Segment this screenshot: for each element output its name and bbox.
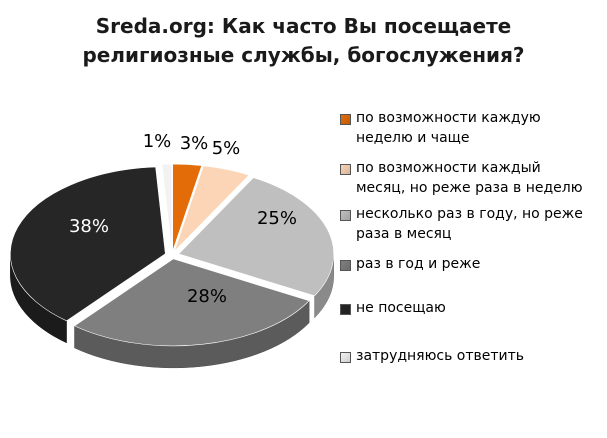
legend-swatch — [340, 352, 351, 363]
legend-label: раз в год и реже — [356, 254, 606, 274]
pie-slice-0 — [172, 163, 203, 252]
legend-swatch — [340, 210, 351, 221]
legend-label-line: по возможности каждую — [356, 110, 541, 126]
pie-slice-label-2: 25% — [257, 208, 297, 229]
pie-slice-4 — [10, 166, 166, 322]
pie-slice-5 — [161, 163, 173, 252]
pie-slice-label-5: 1% — [143, 131, 172, 152]
chart-title-line-2: религиозные службы, богослужения? — [82, 43, 525, 67]
chart-title: Sreda.org: Как часто Вы посещаете религи… — [0, 12, 607, 70]
legend-label-line: месяц, но реже раза в неделю — [356, 180, 583, 196]
legend-swatch — [340, 304, 351, 315]
legend-label: не посещаю — [356, 298, 606, 318]
legend-label-line: затрудняюсь ответить — [356, 348, 525, 364]
pie-slice-label-0: 3% — [180, 133, 209, 154]
legend-label-line: раза в месяц — [356, 226, 452, 242]
legend-label: по возможности каждую неделю и чаще — [356, 108, 606, 148]
legend-label-line: неделю и чаще — [356, 130, 470, 146]
legend-label-line: несколько раз в году, но реже — [356, 206, 583, 222]
pie-slice-label-1: 5% — [212, 138, 241, 159]
pie-slice-1 — [174, 165, 250, 252]
pie-tops — [10, 163, 334, 347]
legend-label-line: по возможности каждый — [356, 160, 541, 176]
legend-swatch — [340, 114, 351, 125]
legend-swatch — [340, 164, 351, 175]
legend-label-line: не посещаю — [356, 300, 446, 316]
pie-slice-3 — [73, 258, 310, 347]
legend-label: затрудняюсь ответить — [356, 346, 606, 366]
pie-slice-label-4: 38% — [69, 216, 109, 237]
legend-label: по возможности каждый месяц, но реже раза… — [356, 158, 606, 198]
legend-label: несколько раз в году, но реже раза в меся… — [356, 204, 606, 244]
legend-label-line: раз в год и реже — [356, 256, 481, 272]
legend-swatch — [340, 260, 351, 271]
pie-slice-2 — [178, 177, 334, 297]
pie-slice-label-3: 28% — [187, 286, 227, 307]
chart-title-line-1: Sreda.org: Как часто Вы посещаете — [95, 14, 512, 38]
